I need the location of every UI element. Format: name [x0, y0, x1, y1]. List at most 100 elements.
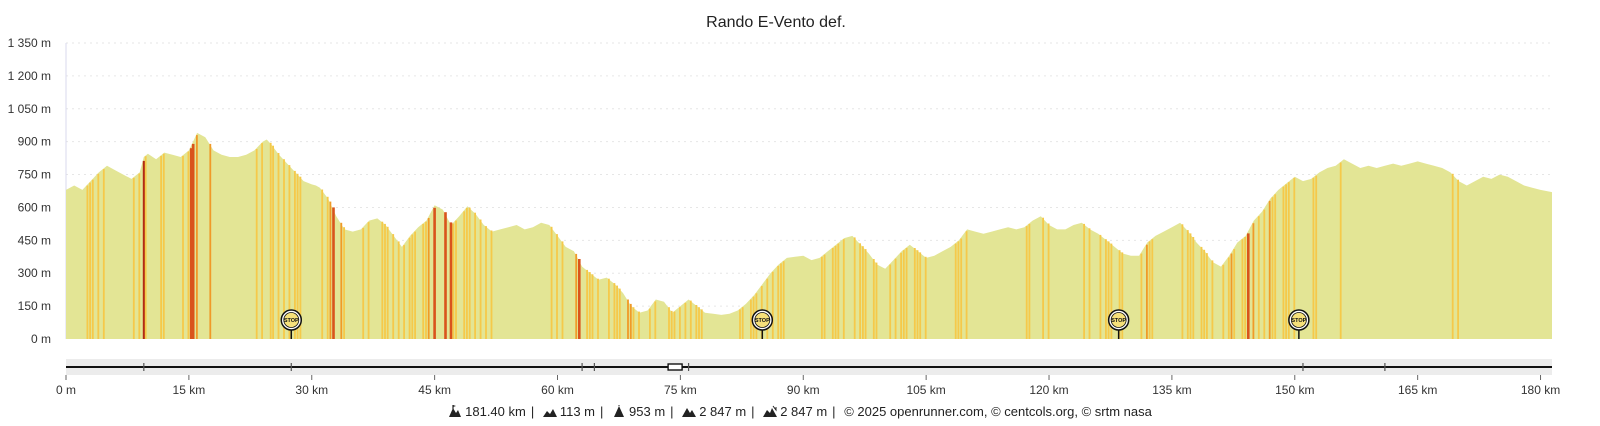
grade-stripe	[1140, 253, 1143, 339]
grade-stripe	[1121, 252, 1124, 339]
grade-stripe	[679, 307, 681, 339]
grade-stripe	[1312, 177, 1315, 339]
grade-stripe	[954, 243, 957, 339]
grade-stripe	[425, 221, 427, 339]
grade-stripe	[1118, 250, 1121, 339]
stop-label: STOP	[755, 318, 770, 324]
stop-marker[interactable]: STOP	[751, 309, 774, 339]
grade-stripe	[162, 153, 165, 339]
grade-stripe	[408, 237, 411, 339]
grade-stripe	[739, 309, 741, 339]
grade-stripe	[965, 231, 968, 339]
grade-stripe	[1203, 249, 1206, 339]
grade-stripe	[288, 165, 291, 339]
grade-stripe	[591, 274, 594, 339]
grade-stripe	[556, 234, 558, 339]
grade-stripe	[919, 252, 922, 339]
grade-stripe	[414, 231, 416, 339]
grade-stripe	[187, 151, 190, 339]
grade-stripe	[916, 250, 919, 339]
ascent-stat: 2 847 m	[682, 404, 746, 419]
stop-label: STOP	[284, 318, 299, 324]
y-tick-label: 1 200 m	[8, 69, 51, 83]
min-altitude-stat: 113 m	[542, 404, 596, 419]
grade-stripe	[1268, 200, 1271, 339]
grade-stripe	[1088, 228, 1091, 339]
grade-stripe	[1151, 239, 1154, 339]
grade-stripe	[449, 222, 453, 339]
grade-stripe	[381, 221, 384, 339]
y-tick-label: 600 m	[18, 200, 51, 214]
route-track-bar[interactable]	[66, 359, 1552, 375]
x-tick-label: 60 km	[541, 383, 574, 397]
grade-stripe	[638, 311, 640, 339]
grade-stripe	[862, 246, 864, 339]
grade-stripe	[1186, 230, 1189, 339]
min-altitude-value: 113 m	[559, 404, 596, 419]
grade-stripe	[340, 222, 343, 339]
grade-stripe	[1244, 237, 1247, 339]
grade-stripe	[1339, 162, 1342, 339]
grade-stripe	[1282, 186, 1285, 339]
max-altitude-icon	[614, 405, 625, 417]
grade-stripe	[490, 230, 493, 339]
grade-stripe	[1200, 246, 1203, 339]
grade-stripe	[578, 259, 581, 339]
grade-stripe	[842, 239, 845, 339]
grade-stripe	[1285, 184, 1287, 339]
stop-marker[interactable]: STOP	[280, 309, 303, 339]
grade-stripe	[575, 253, 578, 339]
grade-stripe	[629, 303, 632, 339]
grade-stripe	[1148, 241, 1151, 339]
x-tick-label: 45 km	[418, 383, 451, 397]
grade-stripe	[586, 269, 588, 339]
grade-stripe	[343, 227, 345, 339]
grade-stripe	[1211, 260, 1214, 339]
x-tick-label: 90 km	[787, 383, 820, 397]
grade-stripe	[277, 153, 280, 339]
stop-label: STOP	[1291, 318, 1306, 324]
grade-stripe	[616, 285, 618, 339]
grade-stripe	[1230, 253, 1233, 339]
grade-stripe	[618, 288, 621, 339]
grade-stripe	[97, 173, 100, 339]
x-tick-label: 0 m	[56, 383, 76, 397]
grade-stripe	[689, 300, 692, 339]
grade-stripe	[1025, 226, 1028, 339]
grade-stripe	[272, 145, 274, 339]
x-tick-label: 165 km	[1398, 383, 1437, 397]
grade-stripe	[433, 207, 436, 339]
grade-stripe	[1293, 177, 1296, 339]
grade-stripe	[831, 248, 834, 339]
grade-stripe	[597, 278, 599, 339]
grade-stripe	[294, 170, 296, 339]
grade-stripe	[191, 143, 195, 339]
grade-stripe	[367, 222, 370, 339]
distance-stat: 181.40 km	[448, 404, 526, 419]
grade-stripe	[608, 278, 610, 339]
grade-stripe	[296, 173, 299, 339]
track-handle[interactable]	[667, 363, 683, 371]
grade-stripe	[957, 241, 960, 339]
grade-stripe	[142, 160, 146, 339]
x-tick-label: 75 km	[664, 383, 697, 397]
grade-stripe	[588, 272, 591, 339]
grade-stripe	[894, 258, 897, 339]
grade-stripe	[695, 305, 698, 339]
descent-icon	[763, 405, 778, 417]
x-tick-label: 120 km	[1029, 383, 1068, 397]
grade-stripe	[1105, 239, 1107, 339]
grade-stripe	[362, 227, 365, 339]
stop-sign-face	[283, 312, 300, 328]
grade-stripe	[627, 299, 629, 339]
grade-stripe	[463, 211, 466, 339]
stop-marker[interactable]: STOP	[1288, 309, 1310, 339]
stop-markers: STOP STOP STOP STOP	[280, 309, 1310, 339]
grade-stripe	[1192, 237, 1195, 339]
grade-stripe	[632, 307, 635, 339]
y-tick-label: 450 m	[18, 233, 51, 247]
grade-stripe	[321, 189, 324, 339]
stop-marker[interactable]: STOP	[1107, 309, 1130, 339]
stop-sign-face	[1110, 312, 1127, 328]
grade-stripe	[670, 310, 673, 339]
